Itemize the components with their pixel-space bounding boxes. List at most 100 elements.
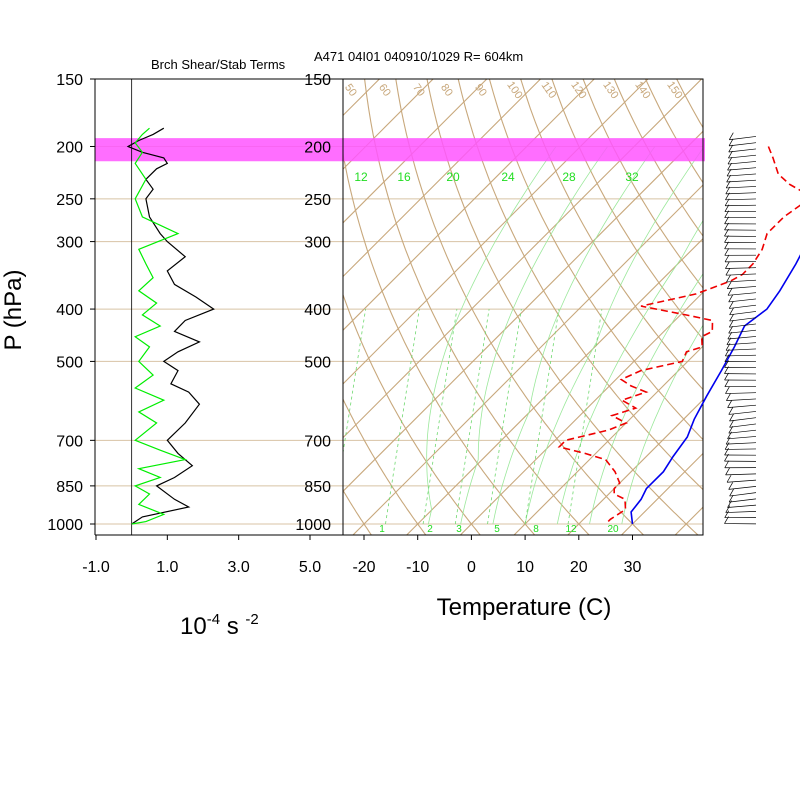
pressure-label-left-300: 300	[56, 235, 83, 252]
mixing-ratio--9	[422, 309, 458, 525]
left-panel	[90, 78, 343, 540]
wind-barb-staff	[728, 411, 757, 415]
wind-barb-staff	[725, 192, 757, 195]
pressure-label-mid-250: 250	[304, 192, 331, 209]
wind-barb-flag	[725, 348, 730, 357]
wind-barb-staff	[726, 442, 757, 445]
mixing-ratio-top-label-5: 32	[625, 170, 639, 184]
wind-barb	[728, 407, 757, 415]
mixing-ratio-top-label-2: 20	[446, 170, 460, 184]
wind-barb-flag	[724, 510, 730, 518]
wind-barb	[724, 453, 757, 462]
wind-barb	[727, 500, 757, 508]
wind-barb-flag	[724, 222, 729, 231]
dry-adiabat-80	[551, 79, 703, 340]
wind-barb	[724, 228, 757, 237]
wind-barb	[724, 360, 757, 369]
wind-barb-flag	[729, 132, 734, 140]
wind-barb-staff	[725, 511, 757, 513]
wind-barb-flag	[724, 354, 730, 362]
wind-barb-flag	[726, 168, 732, 177]
wind-barb-flag	[724, 228, 729, 237]
wind-barb-flag	[724, 210, 730, 218]
wind-barb-flag	[728, 407, 734, 415]
mixing-ratio-18	[567, 309, 603, 525]
wind-barb-flag	[727, 156, 733, 165]
wind-barb	[726, 337, 757, 346]
wind-barb-flag	[728, 150, 733, 159]
highlight-band	[95, 138, 705, 162]
wind-barb-flag	[729, 420, 734, 428]
dry-adiabat-label-10: 150	[664, 79, 684, 101]
wind-barb	[724, 366, 757, 375]
wind-barb-staff	[727, 336, 757, 340]
temperature-profile-line	[630, 254, 800, 525]
moist-adiabat-10	[524, 147, 703, 525]
isotherm-60	[782, 63, 800, 536]
wind-barb	[725, 386, 757, 394]
wind-barb-flag	[724, 198, 730, 206]
wind-barb	[727, 156, 757, 165]
left-series-line-0	[126, 127, 215, 525]
dry-adiabat-150	[761, 63, 800, 536]
wind-barb-staff	[726, 179, 757, 183]
wind-barb-staff	[727, 167, 757, 171]
wind-barb	[724, 210, 757, 219]
wind-barb	[724, 235, 757, 244]
wind-barb-staff	[729, 317, 757, 322]
wind-barb	[728, 301, 757, 309]
wind-barb-staff	[726, 398, 757, 401]
wind-barb	[727, 431, 757, 440]
pressure-label-left-200: 200	[56, 139, 83, 156]
wind-barb-staff	[727, 436, 757, 440]
dry-adiabat-label-8: 130	[600, 79, 620, 101]
wind-barb-staff	[729, 492, 757, 497]
dry-adiabat-40	[426, 79, 699, 535]
mixing-ratio-bottom-label-3: 5	[494, 524, 500, 535]
skewt-grid	[95, 63, 800, 536]
dry-adiabat-10	[343, 150, 536, 535]
wind-barb-flag	[726, 174, 731, 183]
wind-barb	[729, 313, 757, 322]
mixing-ratio-bottom-label-4: 8	[533, 524, 539, 535]
wind-barb	[729, 320, 757, 328]
wind-barb-staff	[726, 279, 757, 283]
mixing-ratio--3	[454, 309, 490, 525]
wind-barb	[724, 510, 757, 519]
wind-barb-staff	[725, 354, 757, 357]
wind-barb	[724, 447, 757, 456]
wind-barb	[728, 144, 757, 153]
wind-barb-staff	[728, 154, 757, 159]
skewt-xtick-label-3: 10	[516, 559, 534, 576]
wind-barb-staff	[725, 273, 757, 276]
mixing-ratio-10	[524, 309, 560, 525]
wind-barb	[729, 488, 757, 497]
isotherm-40	[674, 506, 703, 535]
unit-exp2: -2	[245, 611, 258, 628]
wind-barb-flag	[728, 138, 734, 147]
wind-barb	[726, 168, 757, 177]
unit-exp1: -4	[207, 611, 220, 628]
pressure-label-left-700: 700	[56, 433, 83, 450]
moist-adiabat-4	[492, 146, 656, 525]
pressure-label-mid-150: 150	[304, 72, 331, 89]
mixing-ratio-bottom-label-5: 12	[565, 524, 577, 535]
wind-barb-flag	[724, 447, 729, 456]
dry-adiabat-label-2: 70	[410, 82, 427, 99]
left-xtick-label-1: 1.0	[156, 559, 178, 576]
wind-barb	[728, 138, 757, 147]
dry-adiabat-120	[676, 79, 703, 129]
isotherm-0	[459, 291, 703, 535]
wind-barb	[729, 307, 757, 316]
wind-barb-flag	[728, 325, 733, 334]
isotherm-10	[513, 345, 703, 535]
wind-barb-staff	[728, 429, 757, 434]
wind-barb-flag	[725, 186, 731, 195]
wind-barb-staff	[727, 504, 757, 508]
wind-barb-staff	[727, 173, 757, 177]
wind-barb-flag	[725, 386, 730, 394]
wind-barb-flag	[726, 274, 731, 283]
wind-barb	[725, 180, 757, 189]
dry-adiabat-label-0: 50	[342, 82, 359, 99]
wind-barb-flag	[728, 301, 734, 309]
